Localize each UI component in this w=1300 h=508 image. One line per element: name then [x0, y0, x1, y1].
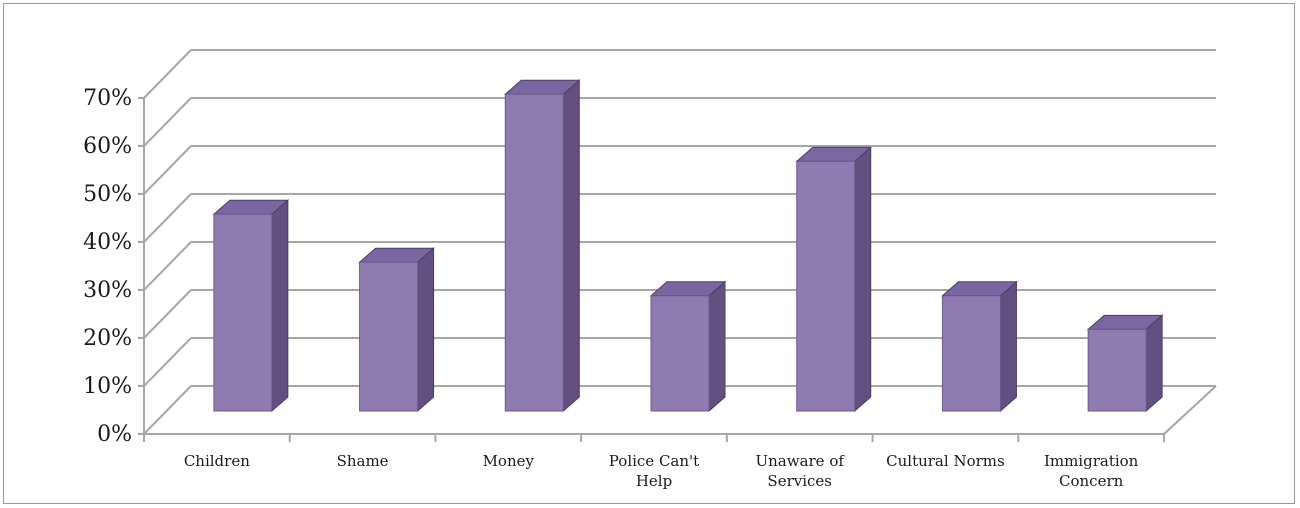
y-tick-label: 60%	[83, 134, 132, 159]
floor-right-edge	[1163, 385, 1217, 435]
bar-front-face	[941, 295, 1001, 412]
gridline-side	[143, 97, 192, 147]
bar-side-face	[1145, 314, 1163, 413]
chart-frame: 0% 10% 20% 30% 40% 50% 60% 70% Children Shame Mon…	[3, 3, 1295, 504]
gridline-side	[143, 49, 192, 99]
gridline-side	[143, 289, 192, 339]
gridline-side	[143, 337, 192, 387]
bar-side-face	[271, 199, 289, 413]
bar	[212, 199, 290, 413]
y-tick-label: 0%	[97, 422, 132, 447]
gridline-side	[143, 145, 192, 195]
bar	[649, 280, 727, 413]
bars-layer	[212, 79, 1164, 413]
bar-side-face	[999, 280, 1017, 413]
bar-front-face	[504, 93, 564, 412]
y-tick-label: 10%	[83, 374, 132, 399]
gridline-side	[143, 241, 192, 291]
category-label: Immigration Concern	[1044, 452, 1139, 490]
bar-side-face	[708, 280, 726, 413]
bar-front-face	[359, 261, 419, 412]
category-label: Children	[184, 452, 250, 470]
bar	[795, 146, 873, 413]
bar-side-face	[562, 79, 580, 413]
y-tick-label: 40%	[83, 230, 132, 255]
bar-front-face	[650, 295, 710, 412]
bar-side-face	[854, 146, 872, 413]
category-label: Money	[483, 452, 535, 470]
category-label: Police Can't Help	[609, 452, 699, 490]
category-label: Shame	[337, 452, 389, 470]
bar-front-face	[796, 160, 856, 412]
bar-side-face	[417, 247, 435, 413]
y-tick-label: 30%	[83, 278, 132, 303]
gridline-side	[143, 193, 192, 243]
y-axis-tick-labels: 0% 10% 20% 30% 40% 50% 60% 70%	[83, 86, 132, 447]
bar-front-face	[213, 213, 273, 412]
y-tick-label: 70%	[83, 86, 132, 111]
bar	[503, 79, 581, 413]
gridline-side	[143, 385, 192, 435]
bar	[941, 280, 1018, 413]
bar	[1086, 314, 1164, 413]
category-label: Unaware of Services	[755, 452, 845, 490]
x-axis-category-labels: Children Shame Money Police Can't Help Unawar…	[184, 452, 1139, 490]
bar-front-face	[1087, 328, 1147, 412]
category-label: Cultural Norms	[886, 452, 1005, 470]
y-tick-label: 50%	[83, 182, 132, 207]
bar-chart: 0% 10% 20% 30% 40% 50% 60% 70% Children Shame Mon…	[83, 49, 1217, 490]
y-tick-label: 20%	[83, 326, 132, 351]
bar	[358, 247, 435, 413]
